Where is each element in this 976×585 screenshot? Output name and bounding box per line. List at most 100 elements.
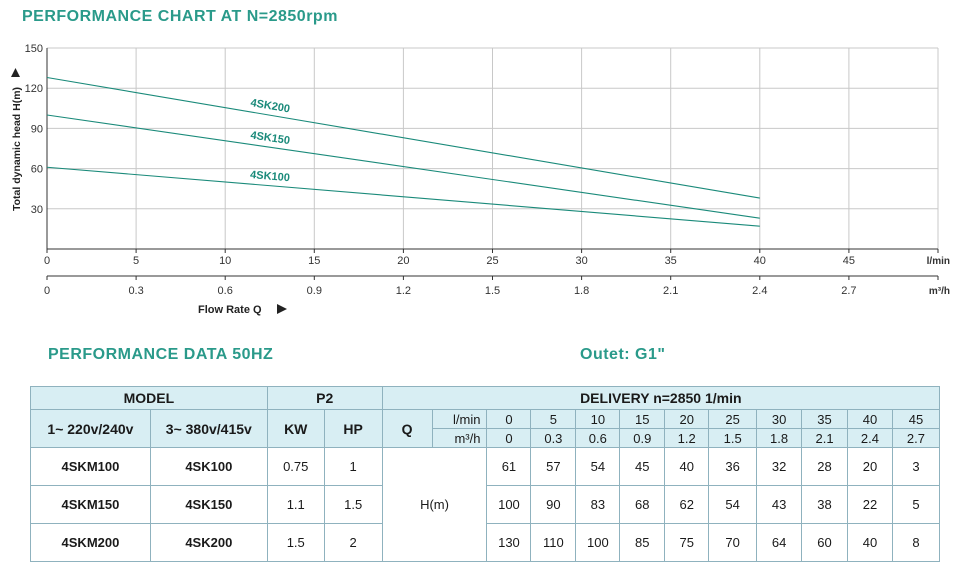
x2-tick-label: 0.6 (218, 285, 233, 297)
head-value-cell: 70 (708, 523, 758, 562)
x-tick-label: 0 (44, 255, 50, 267)
unit-m3h: m³/h (431, 428, 488, 448)
head-value-cell: 38 (801, 485, 848, 524)
flow-lmin-cell: 30 (756, 409, 803, 429)
p2-header: P2 (266, 386, 383, 410)
x-tick-label: 15 (308, 255, 320, 267)
flow-m3h-cell: 2.7 (891, 428, 941, 448)
single-phase-header: 1~ 220v/240v (30, 409, 151, 448)
head-value-cell: 85 (619, 523, 666, 562)
x-tick-label: 25 (486, 255, 498, 267)
head-value-cell: 40 (664, 447, 710, 486)
head-value-cell: 22 (847, 485, 893, 524)
series-line (46, 114, 760, 219)
x-tick-label: 5 (133, 255, 139, 267)
model-three-cell: 4SK100 (149, 447, 268, 486)
table-row: 4SKM150 4SK150 1.1 1.5 100 90 83 68 62 54 43 38 22 5 (30, 485, 941, 524)
flow-m3h-cell: 1.8 (756, 428, 803, 448)
x2-tick-label: 2.4 (752, 285, 767, 297)
y-tick-label: 120 (25, 83, 43, 95)
kw-cell: 1.5 (266, 523, 325, 562)
three-phase-header: 3~ 380v/415v (149, 409, 268, 448)
table-header-row: MODEL P2 DELIVERY n=2850 1/min (30, 386, 941, 410)
model-single-cell: 4SKM100 (30, 447, 151, 486)
y-tick-label: 30 (31, 204, 43, 216)
head-value-cell: 90 (530, 485, 577, 524)
head-value-cell: 68 (619, 485, 666, 524)
x2-tick-label: 2.1 (663, 285, 678, 297)
x2-unit-label: m³/h (929, 286, 950, 297)
head-value-cell: 5 (891, 485, 941, 524)
performance-chart: 30 60 90 120 150 0 5 10 15 20 25 30 35 40 45 l/min 0 0.3 0… (11, 43, 950, 316)
flow-m3h-cell: 1.5 (708, 428, 758, 448)
flow-m3h-cell: 1.2 (664, 428, 710, 448)
y-tick-label: 150 (25, 43, 43, 55)
x2-tick-label: 1.2 (396, 285, 411, 297)
flow-m3h-cell: 0.3 (530, 428, 577, 448)
x2-tick-label: 0 (44, 285, 50, 297)
hp-header: HP (323, 409, 383, 448)
head-value-cell: 36 (708, 447, 758, 486)
y-tick-label: 60 (31, 164, 43, 176)
kw-cell: 1.1 (266, 485, 325, 524)
model-single-cell: 4SKM200 (30, 523, 151, 562)
performance-table: MODEL P2 DELIVERY n=2850 1/min 1~ 220v/2… (30, 386, 941, 562)
flow-lmin-cell: 0 (486, 409, 532, 429)
head-value-cell: 28 (801, 447, 848, 486)
head-value-cell: 45 (619, 447, 666, 486)
flow-lmin-cell: 40 (847, 409, 893, 429)
flow-m3h-cell: 0.9 (619, 428, 666, 448)
series-label: 4SK100 (250, 169, 291, 184)
head-value-cell: 8 (891, 523, 941, 562)
head-value-cell: 54 (708, 485, 758, 524)
head-value-cell: 43 (756, 485, 803, 524)
hp-cell: 1.5 (323, 485, 383, 524)
head-value-cell: 60 (801, 523, 848, 562)
head-value-cell: 20 (847, 447, 893, 486)
flow-lmin-cell: 5 (530, 409, 577, 429)
table-row: 4SKM200 4SK200 1.5 2 130 110 100 85 75 70 64 60 40 8 (30, 523, 941, 562)
x2-tick-label: 0.3 (128, 285, 143, 297)
x2-tick-label: 0.9 (307, 285, 322, 297)
x-unit-label: l/min (927, 256, 950, 267)
y-tick-label: 90 (31, 123, 43, 135)
hp-cell: 1 (323, 447, 383, 486)
x-tick-label: 35 (665, 255, 677, 267)
head-value-cell: 54 (575, 447, 621, 486)
x-axis-arrow-icon (277, 304, 287, 314)
x-tick-label: 10 (219, 255, 231, 267)
head-label-cell: H(m) (381, 447, 488, 562)
head-value-cell: 64 (756, 523, 803, 562)
series-label: 4SK150 (250, 129, 291, 147)
x2-tick-label: 1.5 (485, 285, 500, 297)
head-value-cell: 75 (664, 523, 710, 562)
flow-m3h-cell: 0.6 (575, 428, 621, 448)
flow-lmin-cell: 45 (891, 409, 941, 429)
series-line (46, 166, 760, 227)
data-title: PERFORMANCE DATA 50HZ (48, 346, 274, 363)
flow-lmin-cell: 15 (619, 409, 666, 429)
model-three-cell: 4SK200 (149, 523, 268, 562)
head-value-cell: 100 (575, 523, 621, 562)
model-header: MODEL (30, 386, 268, 410)
hp-cell: 2 (323, 523, 383, 562)
y-axis-label: Total dynamic head H(m) (11, 87, 23, 211)
series-line (46, 76, 760, 199)
flow-lmin-cell: 10 (575, 409, 621, 429)
model-single-cell: 4SKM150 (30, 485, 151, 524)
kw-cell: 0.75 (266, 447, 325, 486)
x-tick-label: 30 (575, 255, 587, 267)
head-value-cell: 110 (530, 523, 577, 562)
y-axis-arrow-icon (11, 68, 20, 77)
flow-m3h-cell: 2.4 (847, 428, 893, 448)
flow-m3h-cell: 2.1 (801, 428, 848, 448)
head-value-cell: 32 (756, 447, 803, 486)
model-three-cell: 4SK150 (149, 485, 268, 524)
x-tick-label: 20 (397, 255, 409, 267)
head-value-cell: 40 (847, 523, 893, 562)
x-tick-label: 45 (843, 255, 855, 267)
flow-m3h-cell: 0 (486, 428, 532, 448)
kw-header: KW (266, 409, 325, 448)
head-value-cell: 61 (486, 447, 532, 486)
table-row: 4SKM100 4SK100 0.75 1 H(m) 61 57 54 45 40 36 32 28 20… (30, 447, 941, 562)
